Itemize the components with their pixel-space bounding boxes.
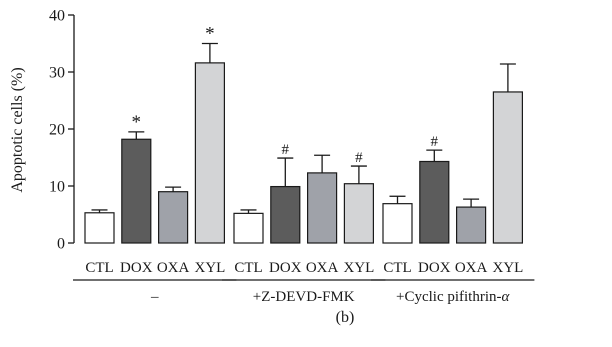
group-label: – [150, 289, 159, 305]
category-label: XYL [343, 260, 374, 276]
category-label: DOX [269, 260, 302, 276]
bar [194, 62, 225, 244]
category-label: CTL [383, 260, 411, 276]
group-label: +Cyclic pifithrin-α [396, 289, 511, 305]
bar [456, 206, 487, 244]
category-label: DOX [418, 260, 451, 276]
category-label: OXA [306, 260, 339, 276]
bar [419, 160, 450, 244]
bar [270, 185, 301, 244]
bar [492, 91, 523, 244]
significance-marker: * [132, 112, 142, 133]
bar [343, 183, 374, 244]
group-label: +Z-DEVD-FMK [253, 289, 355, 305]
y-tick-label: 0 [57, 236, 65, 253]
category-label: OXA [157, 260, 190, 276]
category-label: OXA [455, 260, 488, 276]
bar [307, 172, 338, 244]
y-axis-title: Apoptotic cells (%) [9, 67, 26, 192]
category-label: CTL [85, 260, 113, 276]
significance-marker: # [282, 142, 290, 158]
bar [233, 212, 264, 244]
y-tick-label: 40 [49, 8, 65, 25]
y-tick-label: 30 [49, 65, 65, 82]
bar [121, 138, 152, 244]
significance-marker: # [431, 134, 439, 150]
category-label: CTL [234, 260, 262, 276]
significance-marker: # [355, 150, 363, 166]
y-tick-label: 20 [49, 122, 65, 139]
significance-marker: * [205, 24, 215, 45]
bar [382, 203, 413, 244]
y-tick-label: 10 [49, 179, 65, 196]
panel-label: (b) [336, 309, 355, 326]
category-label: DOX [120, 260, 153, 276]
category-label: XYL [194, 260, 225, 276]
bar [84, 212, 115, 244]
category-label: XYL [492, 260, 523, 276]
bar [158, 191, 189, 244]
